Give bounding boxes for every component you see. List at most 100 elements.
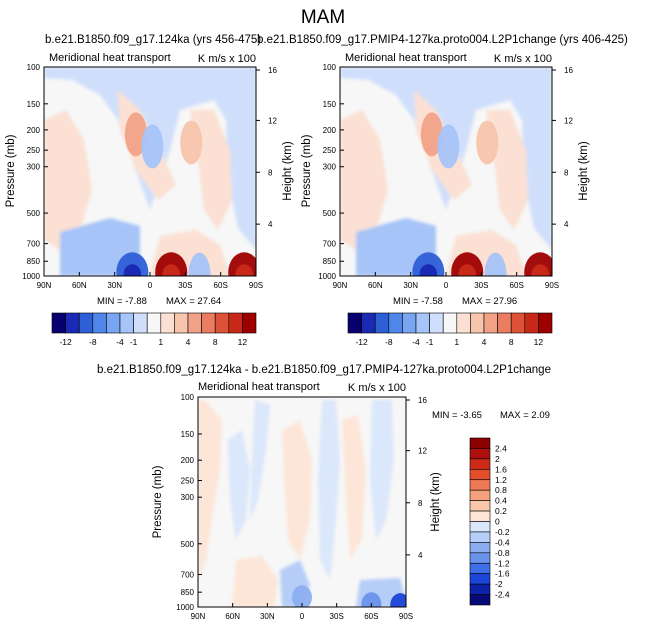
panel-3-features <box>292 585 406 607</box>
colorbar-1-swatch-10 <box>187 312 202 334</box>
panel-3: b.e21.B1850.f09_g17.124ka - b.e21.B1850.… <box>97 364 551 621</box>
panel-2: b.e21.B1850.f09_g17.PMIP4-127ka.proto004… <box>257 34 628 307</box>
colorbar-3-label-12: -1.6 <box>495 569 510 579</box>
panel-1-ytick-label-4: 300 <box>27 163 41 172</box>
panel-1-x-axis: 90N 60N 30N 0 30S 60S 90S <box>37 272 263 290</box>
colorbar-2-swatch-6 <box>429 312 444 334</box>
panel-1-ytick-label-0: 100 <box>27 63 41 72</box>
colorbar-1-swatch-12 <box>214 312 230 334</box>
panel-2-ytick-label-2: 200 <box>323 126 337 135</box>
colorbar-2-label-6: 8 <box>509 337 514 347</box>
panel-1-ytick-label-6: 700 <box>27 240 41 249</box>
panel-1-xtick-label-1: 60N <box>72 281 87 290</box>
panel-1-ytick-right-label-0: 16 <box>268 66 277 75</box>
panel-1-xtick-label-3: 0 <box>148 281 153 290</box>
colorbar-2-swatch-13 <box>524 312 539 334</box>
colorbar-2-label-5: 4 <box>482 337 487 347</box>
panel-2-y-axis-right: 16 12 8 4 <box>552 66 573 229</box>
panel-2-ylabel: Pressure (mb) <box>301 134 313 207</box>
panel-2-ytick-label-5: 500 <box>323 209 337 218</box>
panel-1-ytick-label-2: 200 <box>27 126 41 135</box>
panel-3-xtick-label-0: 90N <box>191 612 206 621</box>
colorbar-2-swatch-5 <box>415 312 430 334</box>
colorbar-2-label-2: -4 <box>412 337 420 347</box>
panel-2-y-axis-left: 100 150 200 250 300 500 700 850 1000 <box>318 63 344 281</box>
panel-3-feature-2 <box>390 593 406 607</box>
panel-1-min-label: MIN = -7.88 <box>97 296 147 307</box>
colorbar-1-swatch-5 <box>119 312 134 334</box>
panel-1-ytick-label-5: 500 <box>27 209 41 218</box>
panel-1-y-axis-right: 16 12 8 4 <box>256 66 277 229</box>
colorbar-3-swatch-2 <box>469 458 491 470</box>
panel-1-title: b.e21.B1850.f09_g17.124ka (yrs 456-475) <box>45 34 261 46</box>
colorbar-3-swatch-13 <box>469 573 491 585</box>
panel-1-y-axis-left: 100 150 200 250 300 500 700 850 1000 <box>22 63 48 281</box>
panel-2-ytick-label-7: 850 <box>323 257 337 266</box>
panel-2-ytick-label-4: 300 <box>323 163 337 172</box>
colorbar-3-swatch-9 <box>469 531 491 543</box>
colorbar-1-swatch-9 <box>174 312 189 334</box>
colorbar-1-label-3: -1 <box>130 337 138 347</box>
colorbar-3-swatch-8 <box>469 521 491 533</box>
colorbar-3-label-11: -1.2 <box>495 558 510 568</box>
panel-1-feature-5 <box>188 252 211 276</box>
panel-1-feature-core-4 <box>162 264 180 276</box>
panel-2-xtick-label-2: 30N <box>403 281 418 290</box>
colorbar-3-label-4: 0.8 <box>495 485 507 495</box>
panel-3-ylabel: Pressure (mb) <box>152 465 164 538</box>
panel-2-feature-5 <box>484 252 507 276</box>
panel-1-ylabel: Pressure (mb) <box>5 134 17 207</box>
panel-1-xtick-label-5: 60S <box>214 281 228 290</box>
colorbar-1-label-2: -4 <box>116 337 124 347</box>
colorbar-1-swatch-3 <box>92 312 107 334</box>
colorbar-1-swatch-2 <box>78 312 94 334</box>
colorbar-3-swatch-14 <box>469 583 491 595</box>
panel-2-feature-3 <box>412 252 445 276</box>
colorbar-3-label-5: 0.4 <box>495 496 507 506</box>
colorbar-1: -12 -8 -4 -1 1 4 8 12 <box>51 312 257 347</box>
colorbar-1-label-0: -12 <box>59 337 72 347</box>
panel-3-ytick-label-6: 700 <box>181 570 195 579</box>
panel-2-ytick-right-label-1: 12 <box>564 116 573 125</box>
panel-3-feature-0 <box>292 585 312 607</box>
colorbar-1-swatch-6 <box>133 312 148 334</box>
colorbar-1-swatch-1 <box>65 312 80 334</box>
panel-1-feature-core-3 <box>123 264 142 276</box>
colorbar-3-label-1: 2 <box>495 454 500 464</box>
panel-2-ytick-right-label-2: 8 <box>564 168 569 177</box>
colorbar-1-swatch-13 <box>228 312 243 334</box>
panel-1-feature-0 <box>124 112 147 157</box>
colorbar-1-label-4: 1 <box>158 337 163 347</box>
panel-2-ytick-label-1: 150 <box>323 100 337 109</box>
colorbar-1-label-1: -8 <box>89 337 97 347</box>
panel-1-ytick-label-3: 250 <box>27 146 41 155</box>
panel-1-ytick-label-8: 1000 <box>22 272 40 281</box>
panel-3-xtick-label-1: 60N <box>225 612 240 621</box>
panel-3-ytick-label-2: 200 <box>181 456 195 465</box>
colorbar-3-label-13: -2 <box>495 579 503 589</box>
colorbar-2-label-1: -8 <box>385 337 393 347</box>
panel-3-ytick-right-label-3: 4 <box>418 551 423 560</box>
colorbar-1-swatch-7 <box>146 312 162 334</box>
panel-3-xtick-label-4: 30S <box>330 612 344 621</box>
panel-3-ytick-label-8: 1000 <box>176 603 194 612</box>
panel-3-xtick-label-5: 60S <box>364 612 378 621</box>
panel-2-x-axis: 90N 60N 30N 0 30S 60S 90S <box>333 272 559 290</box>
colorbar-3-label-6: 0.2 <box>495 506 507 516</box>
panel-1-feature-1 <box>141 124 164 169</box>
panel-2-feature-core-6 <box>531 264 550 276</box>
panel-1-feature-core-6 <box>235 264 254 276</box>
panel-3-ytick-label-4: 300 <box>181 493 195 502</box>
colorbar-3-swatch-11 <box>469 552 491 564</box>
panel-3-xtick-label-2: 30N <box>260 612 275 621</box>
colorbar-1-swatch-8 <box>160 312 175 334</box>
colorbar-2-label-0: -12 <box>355 337 368 347</box>
panel-2-inner-title: Meridional heat transport <box>345 52 467 64</box>
panel-2-xtick-label-4: 30S <box>474 281 488 290</box>
colorbar-2-swatch-14 <box>538 312 553 334</box>
colorbar-1-swatch-11 <box>201 312 216 334</box>
colorbar-2-label-3: -1 <box>426 337 434 347</box>
panel-1-max-label: MAX = 27.64 <box>166 296 221 307</box>
colorbar-3-swatch-12 <box>469 562 491 574</box>
colorbar-3-label-2: 1.6 <box>495 464 507 474</box>
